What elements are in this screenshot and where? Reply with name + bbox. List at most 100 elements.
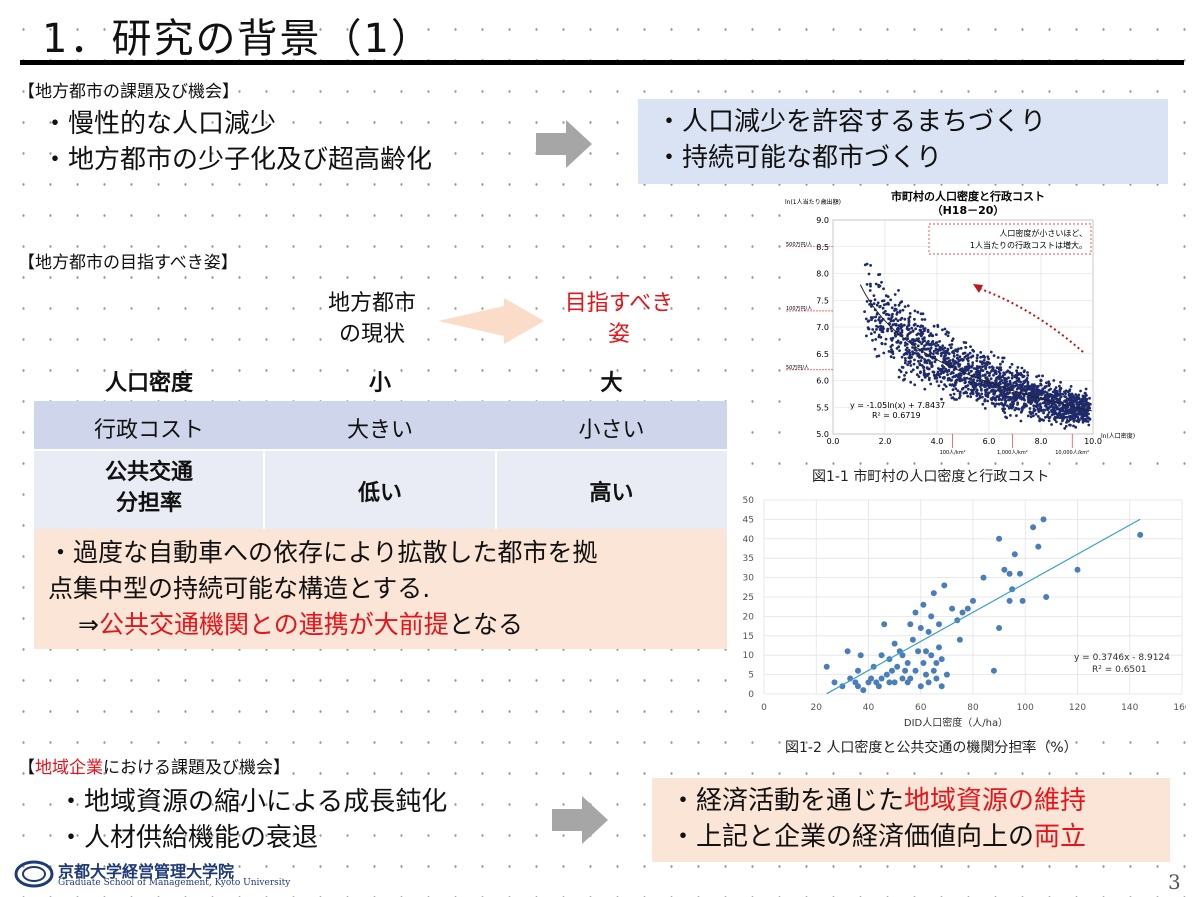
scatter-point (1053, 418, 1057, 422)
scatter-point (1036, 395, 1040, 398)
scatter-point (899, 370, 903, 374)
scatter-point (965, 367, 969, 371)
scatter-point (874, 319, 877, 323)
scatter-point (880, 319, 883, 323)
scatter-point (942, 376, 945, 379)
scatter-point (921, 325, 925, 328)
scatter-point (1045, 381, 1048, 385)
scatter-point (950, 363, 953, 367)
scatter-point (897, 375, 901, 379)
scatter-point (1001, 409, 1005, 413)
scatter-point (913, 342, 917, 346)
scatter-point (952, 392, 956, 396)
scatter-point (1005, 391, 1009, 395)
scatter-point (948, 383, 952, 387)
scatter-point (881, 330, 885, 334)
scatter-point (915, 373, 919, 377)
scatter-point (1031, 398, 1035, 402)
label-highlight: 地域企業 (35, 758, 103, 778)
scatter-point (944, 332, 948, 336)
scatter-point (1036, 407, 1040, 411)
scatter-point (932, 324, 936, 328)
scatter-point (875, 683, 882, 690)
scatter-point (939, 380, 943, 384)
section2-label: 【地方都市の目指すべき姿】 (18, 253, 238, 273)
scatter-point (1000, 398, 1003, 402)
scatter-point (895, 311, 899, 314)
scatter-point (889, 298, 892, 302)
scatter-point (911, 350, 914, 353)
scatter-point (1137, 531, 1144, 538)
scatter-point (1037, 374, 1041, 378)
scatter-point (1079, 389, 1082, 393)
y-tick-label: 40 (743, 535, 755, 545)
scatter-point (916, 344, 920, 348)
row-current-value: 小 (368, 371, 391, 396)
label-bracket: 【 (18, 758, 35, 778)
scatter-point (963, 378, 967, 382)
scatter-point (1008, 382, 1012, 386)
scatter-point (1049, 387, 1052, 391)
scatter-point (1001, 360, 1004, 364)
scatter-point (875, 328, 878, 331)
scatter-point (1034, 412, 1038, 416)
conclusion-box: ・過度な自動車への依存により拡散した都市を拠 点集中型の持続可能な構造とする. … (34, 529, 727, 649)
table-row: 人口密度 小 大 (34, 357, 727, 399)
scatter-point (943, 671, 950, 678)
scatter-point (887, 302, 890, 306)
scatter-point (988, 374, 991, 377)
scatter-point (957, 373, 961, 377)
scatter-point (1015, 383, 1019, 387)
scatter-point (1017, 407, 1021, 411)
scatter-point (954, 360, 957, 363)
scatter-point (903, 305, 907, 308)
scatter-point (900, 355, 904, 359)
scatter-point (949, 605, 956, 612)
scatter-point (943, 383, 946, 387)
x-tick-label: 2.0 (879, 437, 892, 446)
scatter-point (994, 380, 998, 384)
bullet-text-highlight: 地域資源の維持 (904, 786, 1087, 816)
scatter-point (933, 675, 940, 682)
scatter-point (1064, 395, 1067, 398)
scatter-point (906, 337, 910, 341)
scatter-point (966, 394, 970, 398)
scatter-point (1058, 384, 1061, 388)
scatter-point (873, 298, 877, 302)
scatter-point (940, 370, 943, 373)
scatter-point (1038, 419, 1041, 423)
scatter-point (987, 383, 991, 387)
scatter-point (899, 675, 906, 682)
scatter-point (979, 368, 983, 371)
scatter-point (1068, 389, 1071, 393)
scatter-point (922, 373, 926, 377)
x-tick-label: 40 (863, 703, 875, 713)
scatter-point (1073, 408, 1077, 412)
scatter-point (1019, 410, 1023, 414)
scatter-point (1041, 387, 1044, 391)
section1-result-box: ・人口減少を許容するまちづくり ・持続可能な都市づくり (638, 99, 1168, 184)
scatter-point (933, 660, 940, 666)
scatter-point (989, 377, 993, 381)
scatter-point (1029, 385, 1032, 388)
x-reference-label: 100人/km² (940, 450, 966, 456)
scatter-point (889, 667, 895, 674)
scatter-point (890, 339, 894, 342)
scatter-point (907, 323, 911, 327)
scatter-point (910, 370, 913, 373)
scatter-point (905, 346, 909, 350)
scatter-point (917, 375, 921, 378)
scatter-point (923, 648, 929, 655)
scatter-point (919, 334, 923, 338)
scatter-point (980, 360, 984, 364)
scatter-point (973, 381, 976, 385)
scatter-point (1008, 395, 1012, 399)
scatter-point (941, 344, 945, 348)
scatter-point (869, 284, 872, 288)
scatter-point (936, 372, 940, 376)
right-arrow-icon (552, 796, 608, 844)
scatter-point (907, 317, 911, 320)
scatter-point (1069, 410, 1073, 414)
scatter-point (1070, 414, 1073, 418)
scatter-point (865, 283, 869, 286)
